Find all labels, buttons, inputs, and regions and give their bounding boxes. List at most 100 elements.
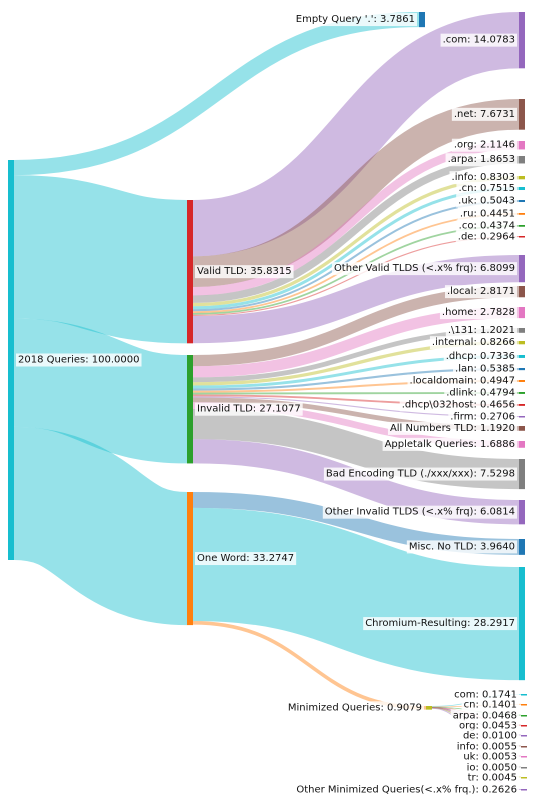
label-ru: .ru: 0.4451 <box>460 208 515 219</box>
label-misc: Misc. No TLD: 3.9640 <box>409 541 515 552</box>
label-bg <box>331 262 517 276</box>
label-firm: .firm: 0.2706 <box>450 411 515 422</box>
sankey-labels: 2018 Queries: 100.0000 Empty Query '.': 3… <box>16 13 519 797</box>
label-mtr: tr: 0.0045 <box>468 772 517 783</box>
label-chromium: Chromium-Resulting: 28.2917 <box>365 618 515 629</box>
node-ru[interactable] <box>519 213 525 215</box>
node-otherinvalid[interactable] <box>519 500 525 525</box>
label-bg <box>443 349 517 363</box>
label-info: .info: 0.8303 <box>452 172 515 183</box>
label-cn: .cn: 0.7515 <box>458 183 515 194</box>
label-bg <box>453 362 517 376</box>
node-info[interactable] <box>519 176 525 180</box>
node-com[interactable] <box>519 12 525 69</box>
node-mde[interactable] <box>521 735 527 737</box>
node-oneword[interactable] <box>187 492 193 626</box>
node-dhcp[interactable] <box>519 355 525 358</box>
label-bg <box>294 783 519 797</box>
label-bg <box>456 219 517 233</box>
label-bg <box>457 207 517 221</box>
label-org: .org: 2.1146 <box>454 140 515 151</box>
node-lan[interactable] <box>519 368 525 371</box>
label-bg <box>455 230 517 244</box>
node-de[interactable] <box>519 236 525 238</box>
node-invalid[interactable] <box>187 355 193 464</box>
label-bg <box>382 437 517 451</box>
label-minfo: info: 0.0055 <box>457 741 517 752</box>
node-uk[interactable] <box>519 200 525 203</box>
label-bg <box>460 729 519 743</box>
label-minimized: Minimized Queries: 0.9079 <box>288 702 422 713</box>
label-uk: .uk: 0.5043 <box>458 196 515 207</box>
label-invalid: Invalid TLD: 27.1077 <box>197 404 301 415</box>
node-appletalk[interactable] <box>519 441 525 448</box>
sankey-nodes <box>8 12 527 791</box>
label-bg <box>454 740 519 754</box>
label-badenc: Bad Encoding TLD (./xxx/xxx): 7.5298 <box>326 469 515 480</box>
label-bg <box>456 182 517 196</box>
label-otherinvalid: Other Invalid TLDS (<.x% frq): 6.0814 <box>325 507 515 518</box>
node-misc[interactable] <box>519 539 525 555</box>
label-arpa: .arpa: 1.8653 <box>448 154 515 165</box>
node-allnum[interactable] <box>519 426 525 431</box>
node-firm[interactable] <box>519 416 525 418</box>
label-bg <box>387 421 517 435</box>
node-local[interactable] <box>519 286 525 298</box>
label-bg <box>448 410 517 424</box>
label-bg <box>465 771 519 785</box>
node-root[interactable] <box>8 160 14 560</box>
label-home: .home: 2.7828 <box>442 307 515 318</box>
node-mio[interactable] <box>521 767 527 769</box>
label-bg <box>406 540 517 554</box>
node-net[interactable] <box>519 99 525 130</box>
label-com: .com: 14.0783 <box>443 35 515 46</box>
link-root-valid <box>12 175 189 344</box>
node-minfo[interactable] <box>521 746 527 748</box>
label-bg <box>440 33 517 47</box>
link-root-invalid <box>12 318 189 464</box>
node-co[interactable] <box>519 225 525 227</box>
label-bg <box>195 552 297 566</box>
node-chromium[interactable] <box>519 567 525 681</box>
node-muk[interactable] <box>521 756 527 758</box>
label-mcom: com: 0.1741 <box>454 689 517 700</box>
label-root: 2018 Queries: 100.0000 <box>18 355 140 366</box>
label-de: .de: 0.2964 <box>458 231 515 242</box>
node-mtr[interactable] <box>521 777 527 779</box>
label-bg <box>399 398 517 412</box>
node-mother[interactable] <box>521 789 527 791</box>
node-d131[interactable] <box>519 328 525 333</box>
label-oneword: One Word: 33.2747 <box>197 553 294 564</box>
node-badenc[interactable] <box>519 459 525 490</box>
link-root-empty <box>13 12 420 176</box>
label-othervalid: Other Valid TLDS (<.x% frq): 6.8099 <box>334 263 515 274</box>
label-bg <box>195 265 294 279</box>
link-valid-net <box>192 98 520 288</box>
node-cn[interactable] <box>519 187 525 191</box>
label-bg <box>464 761 519 775</box>
node-othervalid[interactable] <box>519 255 525 283</box>
label-mde: de: 0.0100 <box>463 730 517 741</box>
node-minimized[interactable] <box>426 706 432 710</box>
node-dhcphost[interactable] <box>519 404 525 406</box>
node-dlink[interactable] <box>519 392 525 394</box>
node-home[interactable] <box>519 307 525 319</box>
node-arpa[interactable] <box>519 156 525 164</box>
label-bg <box>445 323 517 337</box>
node-morg[interactable] <box>521 725 527 727</box>
label-mother: Other Minimized Queries(<.x% frq.): 0.26… <box>296 784 517 795</box>
label-bg <box>445 153 517 167</box>
label-morg: org: 0.0453 <box>459 720 517 731</box>
label-net: .net: 7.6731 <box>454 109 515 120</box>
node-empty[interactable] <box>419 12 425 28</box>
label-allnum: All Numbers TLD: 1.1920 <box>390 423 515 434</box>
node-mcom[interactable] <box>521 694 527 696</box>
node-valid[interactable] <box>187 200 193 344</box>
node-internal[interactable] <box>519 341 525 345</box>
node-localdomain[interactable] <box>519 380 525 382</box>
node-org[interactable] <box>519 141 525 150</box>
node-mcn[interactable] <box>521 704 527 706</box>
node-marpa[interactable] <box>521 715 527 717</box>
label-internal: .internal: 0.8266 <box>432 337 515 348</box>
